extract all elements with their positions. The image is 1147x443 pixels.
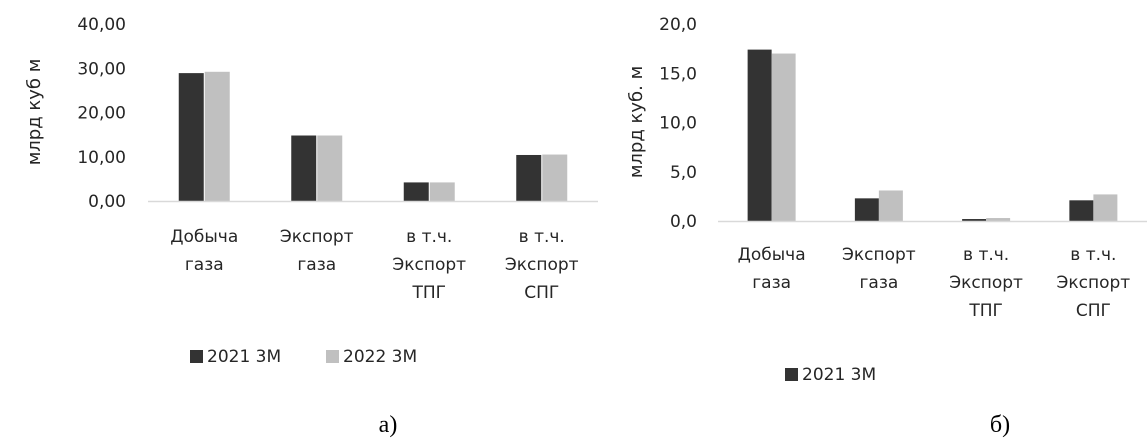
bar bbox=[317, 135, 343, 201]
x-tick-label: СПГ bbox=[524, 283, 559, 303]
y-axis-label: млрд куб. м bbox=[626, 66, 647, 178]
x-tick-label: ТПГ bbox=[411, 283, 446, 303]
x-tick-label: ТПГ bbox=[968, 301, 1003, 321]
bar bbox=[1069, 200, 1094, 221]
y-axis-label: млрд куб м bbox=[24, 59, 45, 166]
bar bbox=[291, 135, 317, 201]
y-tick-label: 10,0 bbox=[659, 114, 697, 134]
bar bbox=[878, 190, 903, 221]
y-tick-label: 20,00 bbox=[77, 104, 126, 124]
bar bbox=[542, 154, 568, 201]
y-tick-label: 20,0 bbox=[659, 15, 697, 35]
legend-label: 2021 3М bbox=[207, 347, 281, 367]
panel-label: а) bbox=[379, 412, 398, 438]
legend-label: 2021 3М bbox=[802, 365, 876, 385]
x-tick-label: Добыча bbox=[738, 245, 806, 265]
y-tick-label: 5,0 bbox=[670, 163, 697, 183]
y-tick-label: 30,00 bbox=[77, 59, 126, 79]
bar bbox=[1093, 194, 1118, 221]
bar bbox=[771, 53, 796, 221]
x-tick-label: Экспорт bbox=[842, 245, 916, 265]
x-tick-label: Экспорт bbox=[505, 255, 579, 275]
bar bbox=[178, 73, 204, 201]
x-tick-label: в т.ч. bbox=[963, 245, 1009, 265]
bar bbox=[516, 154, 542, 201]
legend-swatch bbox=[785, 368, 798, 381]
bar bbox=[403, 182, 429, 201]
x-tick-label: в т.ч. bbox=[519, 227, 565, 247]
x-tick-label: газа bbox=[859, 273, 898, 293]
y-tick-label: 40,00 bbox=[77, 15, 126, 35]
x-tick-label: Экспорт bbox=[280, 227, 354, 247]
x-tick-label: Экспорт bbox=[1057, 273, 1131, 293]
y-tick-label: 10,00 bbox=[77, 148, 126, 168]
bar bbox=[854, 198, 879, 221]
bar bbox=[204, 71, 230, 201]
legend-label: 2022 3М bbox=[343, 347, 417, 367]
bar bbox=[747, 49, 772, 221]
bar bbox=[962, 219, 987, 221]
y-tick-label: 0,00 bbox=[88, 192, 126, 212]
x-tick-label: газа bbox=[297, 255, 336, 275]
x-tick-label: в т.ч. bbox=[406, 227, 452, 247]
bar bbox=[429, 182, 455, 201]
x-tick-label: Экспорт bbox=[949, 273, 1023, 293]
bar bbox=[986, 218, 1011, 221]
y-tick-label: 15,0 bbox=[659, 64, 697, 84]
x-tick-label: газа bbox=[185, 255, 224, 275]
x-tick-label: Экспорт bbox=[392, 255, 466, 275]
panel-label: б) bbox=[990, 412, 1010, 438]
legend-swatch bbox=[190, 350, 203, 363]
x-tick-label: СПГ bbox=[1076, 301, 1111, 321]
x-tick-label: газа bbox=[752, 273, 791, 293]
x-tick-label: в т.ч. bbox=[1070, 245, 1116, 265]
legend-swatch bbox=[326, 350, 339, 363]
y-tick-label: 0,0 bbox=[670, 212, 697, 232]
x-tick-label: Добыча bbox=[170, 227, 238, 247]
